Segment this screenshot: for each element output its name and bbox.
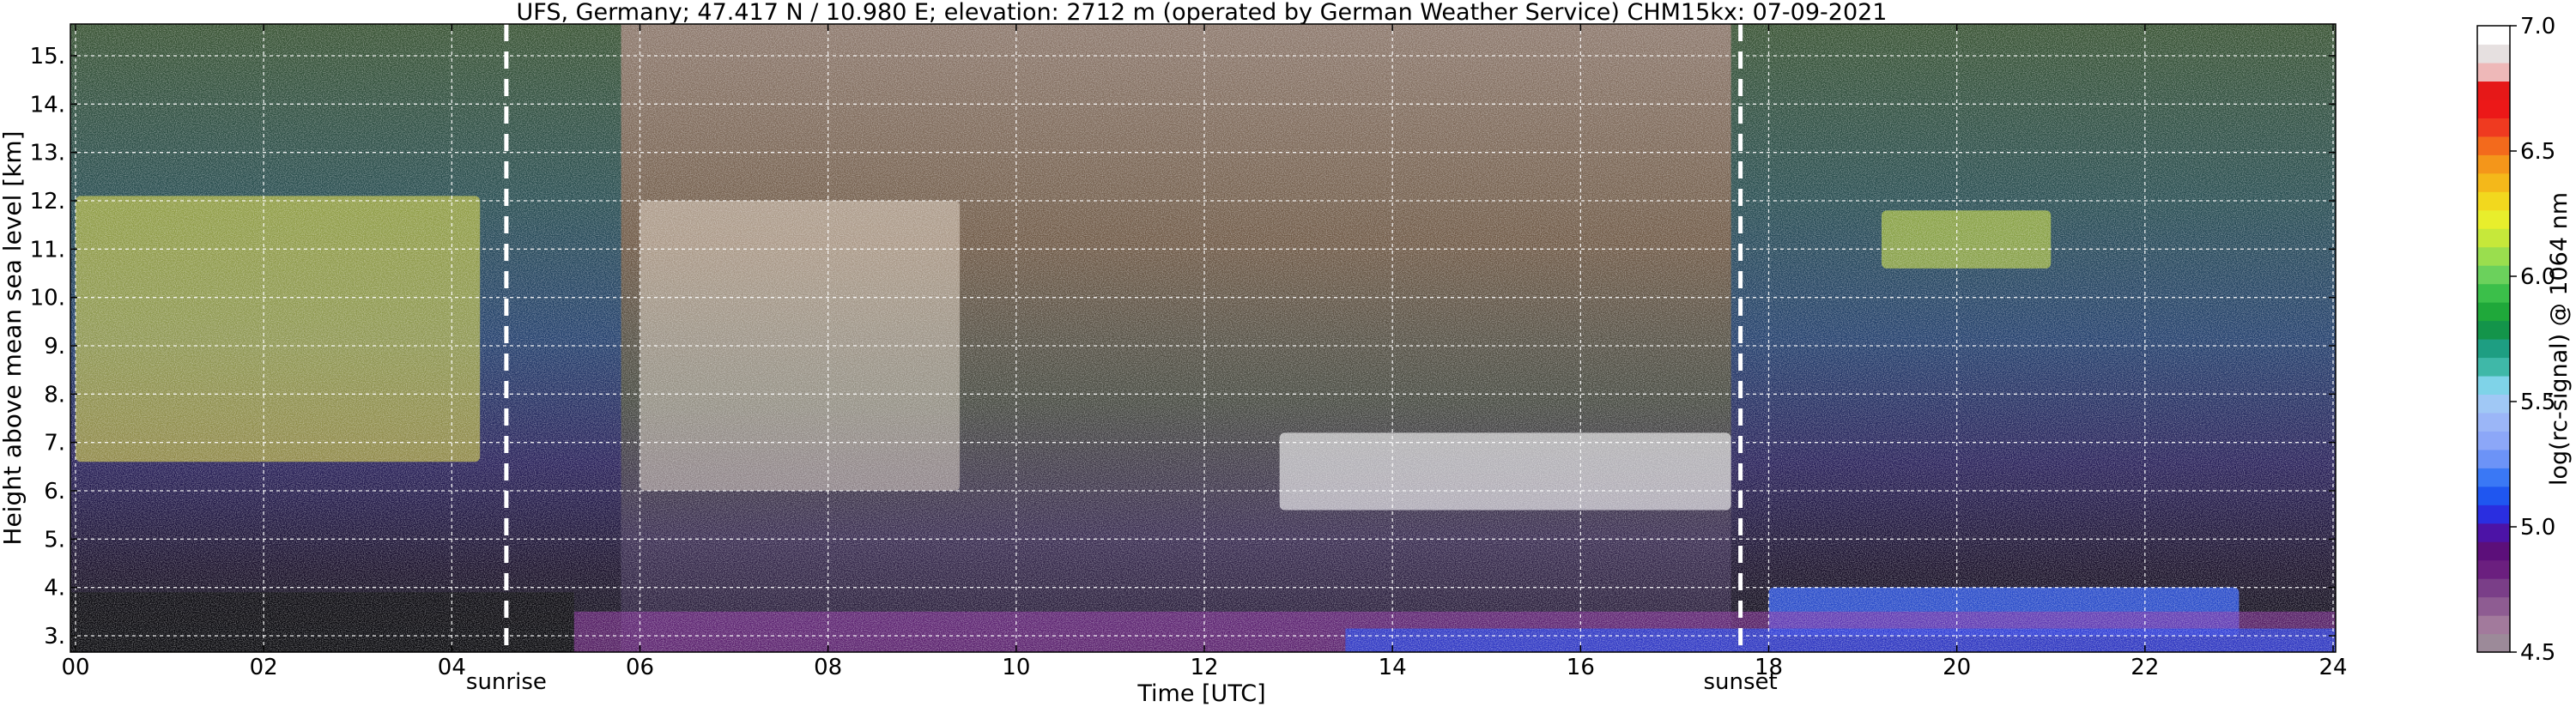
x-tick-label: 16 [1567,655,1595,680]
colorbar-segment [2477,339,2510,359]
colorbar-segment [2477,320,2510,340]
colorbar-tick-label: 6.0 [2520,264,2555,290]
colorbar-segment [2477,412,2510,432]
colorbar-tick-label: 5.5 [2520,390,2555,415]
x-tick-label: 04 [438,655,466,680]
colorbar-segment [2477,81,2510,100]
event-label-sunrise: sunrise [466,669,547,695]
y-tick-label: 10. [30,286,65,311]
colorbar-tick-label: 6.5 [2520,139,2555,165]
x-axis-label: Time [UTC] [1136,680,1265,707]
colorbar-segment [2477,505,2510,524]
y-axis-label: Height above mean sea level [km] [0,130,27,545]
y-tick-label: 13. [30,141,65,166]
chart-title: UFS, Germany; 47.417 N / 10.980 E; eleva… [517,0,1888,26]
colorbar-segment [2477,633,2510,653]
x-tick-label: 24 [2318,655,2347,680]
colorbar-segment [2477,118,2510,137]
colorbar-segment [2477,578,2510,598]
colorbar-segment [2477,99,2510,118]
colorbar-segment [2477,26,2510,45]
colorbar-segment [2477,596,2510,616]
colorbar-segment [2477,615,2510,635]
colorbar-segment [2477,468,2510,487]
y-tick-label: 6. [44,479,65,505]
y-tick-label: 4. [44,576,65,601]
colorbar-segment [2477,246,2510,266]
x-tick-label: 08 [814,655,842,680]
colorbar-segment [2477,136,2510,155]
x-tick-label: 12 [1190,655,1218,680]
colorbar-segment [2477,559,2510,579]
colorbar-segment [2477,302,2510,322]
colorbar-segment [2477,228,2510,248]
x-tick-label: 10 [1002,655,1030,680]
y-tick-label: 5. [44,527,65,553]
y-tick-label: 12. [30,189,65,215]
x-tick-label: 14 [1379,655,1407,680]
colorbar-segment [2477,431,2510,450]
x-tick-label: 18 [1755,655,1783,680]
y-tick-label: 9. [44,334,65,360]
colorbar-segment [2477,486,2510,505]
x-tick-label: 06 [626,655,654,680]
colorbar-segment [2477,394,2510,414]
colorbar-segment [2477,191,2510,211]
colorbar-tick-label: 4.5 [2520,640,2555,666]
colorbar-segment [2477,172,2510,192]
colorbar-segment [2477,375,2510,396]
colorbar-segment [2477,62,2510,82]
colorbar-segment [2477,357,2510,377]
plot-frame [70,23,2337,653]
y-tick-label: 14. [30,92,65,118]
y-tick-label: 3. [44,624,65,650]
colorbar-segment [2477,541,2510,561]
colorbar-segment [2477,523,2510,542]
y-tick-label: 15. [30,44,65,69]
event-label-sunset: sunset [1704,669,1778,695]
colorbar-tick-label: 5.0 [2520,515,2555,541]
speckle-noise [70,24,2336,652]
colorbar-segment [2477,265,2510,285]
colorbar-segment [2477,449,2510,468]
colorbar-segment [2477,44,2510,63]
colorbar-segment [2477,283,2510,303]
x-tick-label: 02 [250,655,278,680]
y-tick-label: 8. [44,382,65,408]
y-tick-label: 7. [44,431,65,456]
x-tick-label: 20 [1943,655,1971,680]
colorbar-frame [2476,25,2511,653]
colorbar-segment [2477,209,2510,229]
x-tick-label: 00 [61,655,89,680]
colorbar-segment [2477,154,2510,174]
y-tick-label: 11. [30,237,65,263]
colorbar-label: log(rc-signal) @ 1064 nm [2546,192,2573,486]
colorbar-tick-label: 7.0 [2520,14,2555,39]
x-tick-label: 22 [2131,655,2159,680]
